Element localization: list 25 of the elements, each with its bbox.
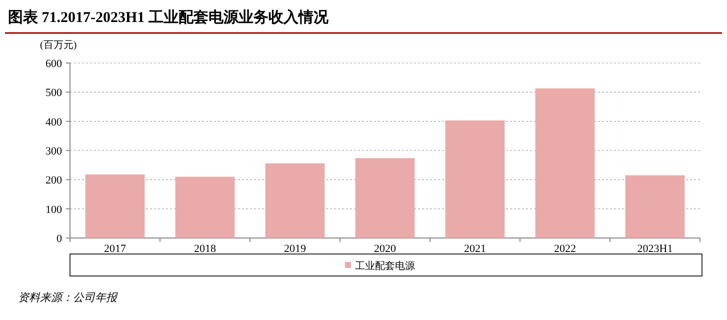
y-tick-label: 600: [46, 58, 62, 70]
x-tick-label: 2019: [284, 243, 306, 255]
x-tick-label: 2017: [104, 243, 126, 255]
y-tick-label: 100: [46, 204, 62, 216]
x-tick-label: 2023H1: [637, 243, 673, 255]
bar: [535, 88, 595, 238]
bar: [85, 174, 145, 238]
bar: [175, 176, 235, 238]
y-tick-label: 500: [46, 87, 62, 100]
x-tick-label: 2020: [374, 243, 396, 255]
bar: [625, 175, 685, 238]
x-tick-label: 2018: [194, 243, 216, 255]
chart-title: 图表 71.2017-2023H1 工业配套电源业务收入情况: [8, 9, 330, 26]
bar: [355, 158, 415, 238]
legend-label: 工业配套电源: [355, 260, 415, 272]
text: 资料来源：公司年报: [18, 291, 118, 304]
y-tick-label: 200: [46, 174, 62, 187]
y-tick-label: 300: [46, 146, 62, 158]
x-tick-label: 2021: [464, 243, 486, 255]
y-axis-title: (百万元): [40, 40, 77, 51]
x-tick-label: 2022: [554, 243, 576, 255]
y-tick-label: 0: [56, 233, 62, 245]
bar: [445, 120, 505, 238]
bar: [265, 163, 325, 238]
y-tick-label: 400: [46, 116, 62, 128]
